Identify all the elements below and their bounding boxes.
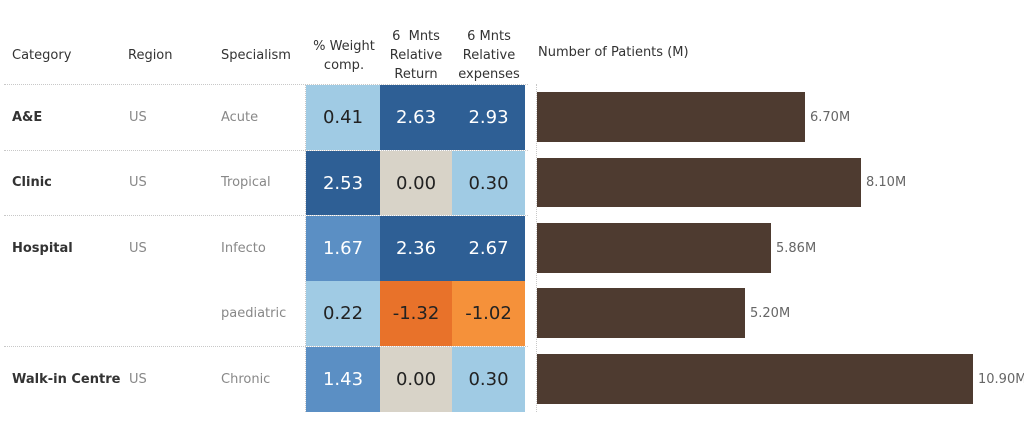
header-expenses-line3: expenses: [458, 67, 520, 82]
heatmap-cell-expenses: 2.67: [452, 216, 525, 281]
heatmap-cell-return: 0.00: [380, 151, 452, 215]
row-category: Clinic: [12, 175, 52, 190]
heatmap-cell-return: 2.63: [380, 85, 452, 150]
header-region: Region: [128, 48, 173, 63]
row-category: Walk-in Centre: [12, 371, 121, 387]
row-specialism: Acute: [221, 109, 259, 125]
heatmap-left-border: [305, 84, 306, 412]
heatmap-cell-expenses: 2.93: [452, 85, 525, 150]
header-return-line3: Return: [394, 67, 438, 82]
heatmap-cell-weight: 2.53: [306, 151, 380, 215]
row-region: US: [129, 175, 147, 190]
patients-bar-label: 5.86M: [776, 240, 817, 256]
patients-bar: [537, 223, 771, 273]
header-category: Category: [12, 48, 72, 63]
header-expenses-line2: Relative: [462, 48, 516, 63]
row-specialism: Tropical: [221, 175, 271, 190]
heatmap-cell-expenses: -1.02: [452, 281, 525, 346]
patients-bar: [537, 354, 973, 404]
patients-bar-label: 6.70M: [810, 109, 851, 125]
bars-left-border: [536, 84, 537, 412]
patients-bar: [537, 158, 861, 207]
heatmap-cell-weight: 0.22: [306, 281, 380, 346]
row-region: US: [129, 371, 147, 387]
heatmap-cell-weight: 0.41: [306, 85, 380, 150]
header-patients: Number of Patients (M): [538, 45, 689, 60]
row-region: US: [129, 109, 147, 125]
heatmap-cell-expenses: 0.30: [452, 151, 525, 215]
patients-bar-label: 5.20M: [750, 305, 791, 321]
header-divider: [4, 84, 528, 85]
heatmap-cell-weight: 1.67: [306, 216, 380, 281]
heatmap-cell-weight: 1.43: [306, 347, 380, 412]
row-divider-3: [4, 346, 528, 347]
header-weight: % Weight comp.: [308, 37, 380, 75]
heatmap-cell-return: 0.00: [380, 347, 452, 412]
row-divider-2: [4, 215, 528, 216]
row-specialism: Infecto: [221, 240, 266, 256]
header-return-line2: Relative: [389, 48, 443, 63]
row-specialism: Chronic: [221, 371, 271, 387]
header-expenses: 6 Mnts Relative expenses: [452, 27, 526, 84]
header-specialism: Specialism: [221, 48, 291, 63]
patients-bar: [537, 92, 805, 142]
header-expenses-line1: 6 Mnts: [467, 29, 511, 44]
patients-bar-label: 10.90M: [978, 371, 1024, 387]
row-category: A&E: [12, 109, 43, 125]
row-specialism: paediatric: [221, 305, 287, 321]
header-return: 6 Mnts Relative Return: [380, 27, 452, 84]
row-divider-1: [4, 150, 528, 151]
patients-bar: [537, 288, 745, 338]
row-category: Hospital: [12, 240, 73, 256]
patients-bar-label: 8.10M: [866, 175, 907, 190]
heatmap-cell-return: 2.36: [380, 216, 452, 281]
heatmap-cell-return: -1.32: [380, 281, 452, 346]
header-weight-line1: % Weight: [313, 39, 375, 54]
header-return-line1: 6 Mnts: [392, 29, 440, 44]
row-region: US: [129, 240, 147, 256]
header-weight-line2: comp.: [323, 58, 365, 73]
heatmap-cell-expenses: 0.30: [452, 347, 525, 412]
